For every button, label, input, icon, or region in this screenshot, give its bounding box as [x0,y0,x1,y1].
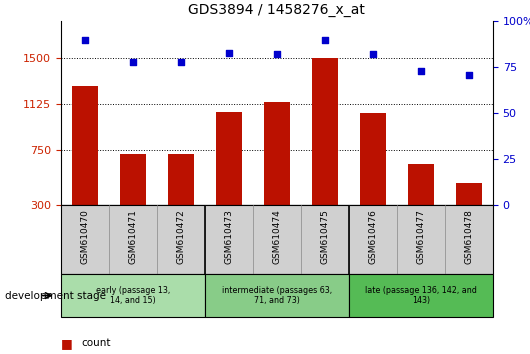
Text: intermediate (passages 63,
71, and 73): intermediate (passages 63, 71, and 73) [222,286,332,305]
Text: GSM610470: GSM610470 [81,209,90,264]
Bar [349,274,493,317]
Text: GSM610474: GSM610474 [272,209,281,263]
Point [369,52,377,57]
Point [129,59,137,64]
Point [225,50,233,55]
Bar [205,274,349,317]
Text: GSM610473: GSM610473 [224,209,233,264]
Bar [408,164,434,205]
Point [81,37,89,42]
Bar [456,183,482,205]
Point [272,52,281,57]
Bar [61,274,205,317]
Point [465,72,473,78]
Text: GSM610471: GSM610471 [128,209,137,264]
Bar [167,154,194,205]
Text: GSM610476: GSM610476 [368,209,377,264]
Text: GSM610478: GSM610478 [464,209,473,264]
Text: late (passage 136, 142, and
143): late (passage 136, 142, and 143) [365,286,477,305]
Text: early (passage 13,
14, and 15): early (passage 13, 14, and 15) [96,286,170,305]
Bar [216,112,242,205]
Text: development stage: development stage [5,291,107,301]
Text: count: count [81,338,111,348]
Text: GSM610477: GSM610477 [417,209,426,264]
Text: GSM610472: GSM610472 [176,209,186,263]
Bar [312,58,338,205]
Bar [72,86,98,205]
Title: GDS3894 / 1458276_x_at: GDS3894 / 1458276_x_at [189,4,365,17]
Point [176,59,185,64]
Bar [120,154,146,205]
Text: ■: ■ [61,337,73,350]
Point [417,68,425,74]
Bar [264,102,290,205]
Text: GSM610475: GSM610475 [321,209,330,264]
Bar [360,113,386,205]
Point [321,37,329,42]
